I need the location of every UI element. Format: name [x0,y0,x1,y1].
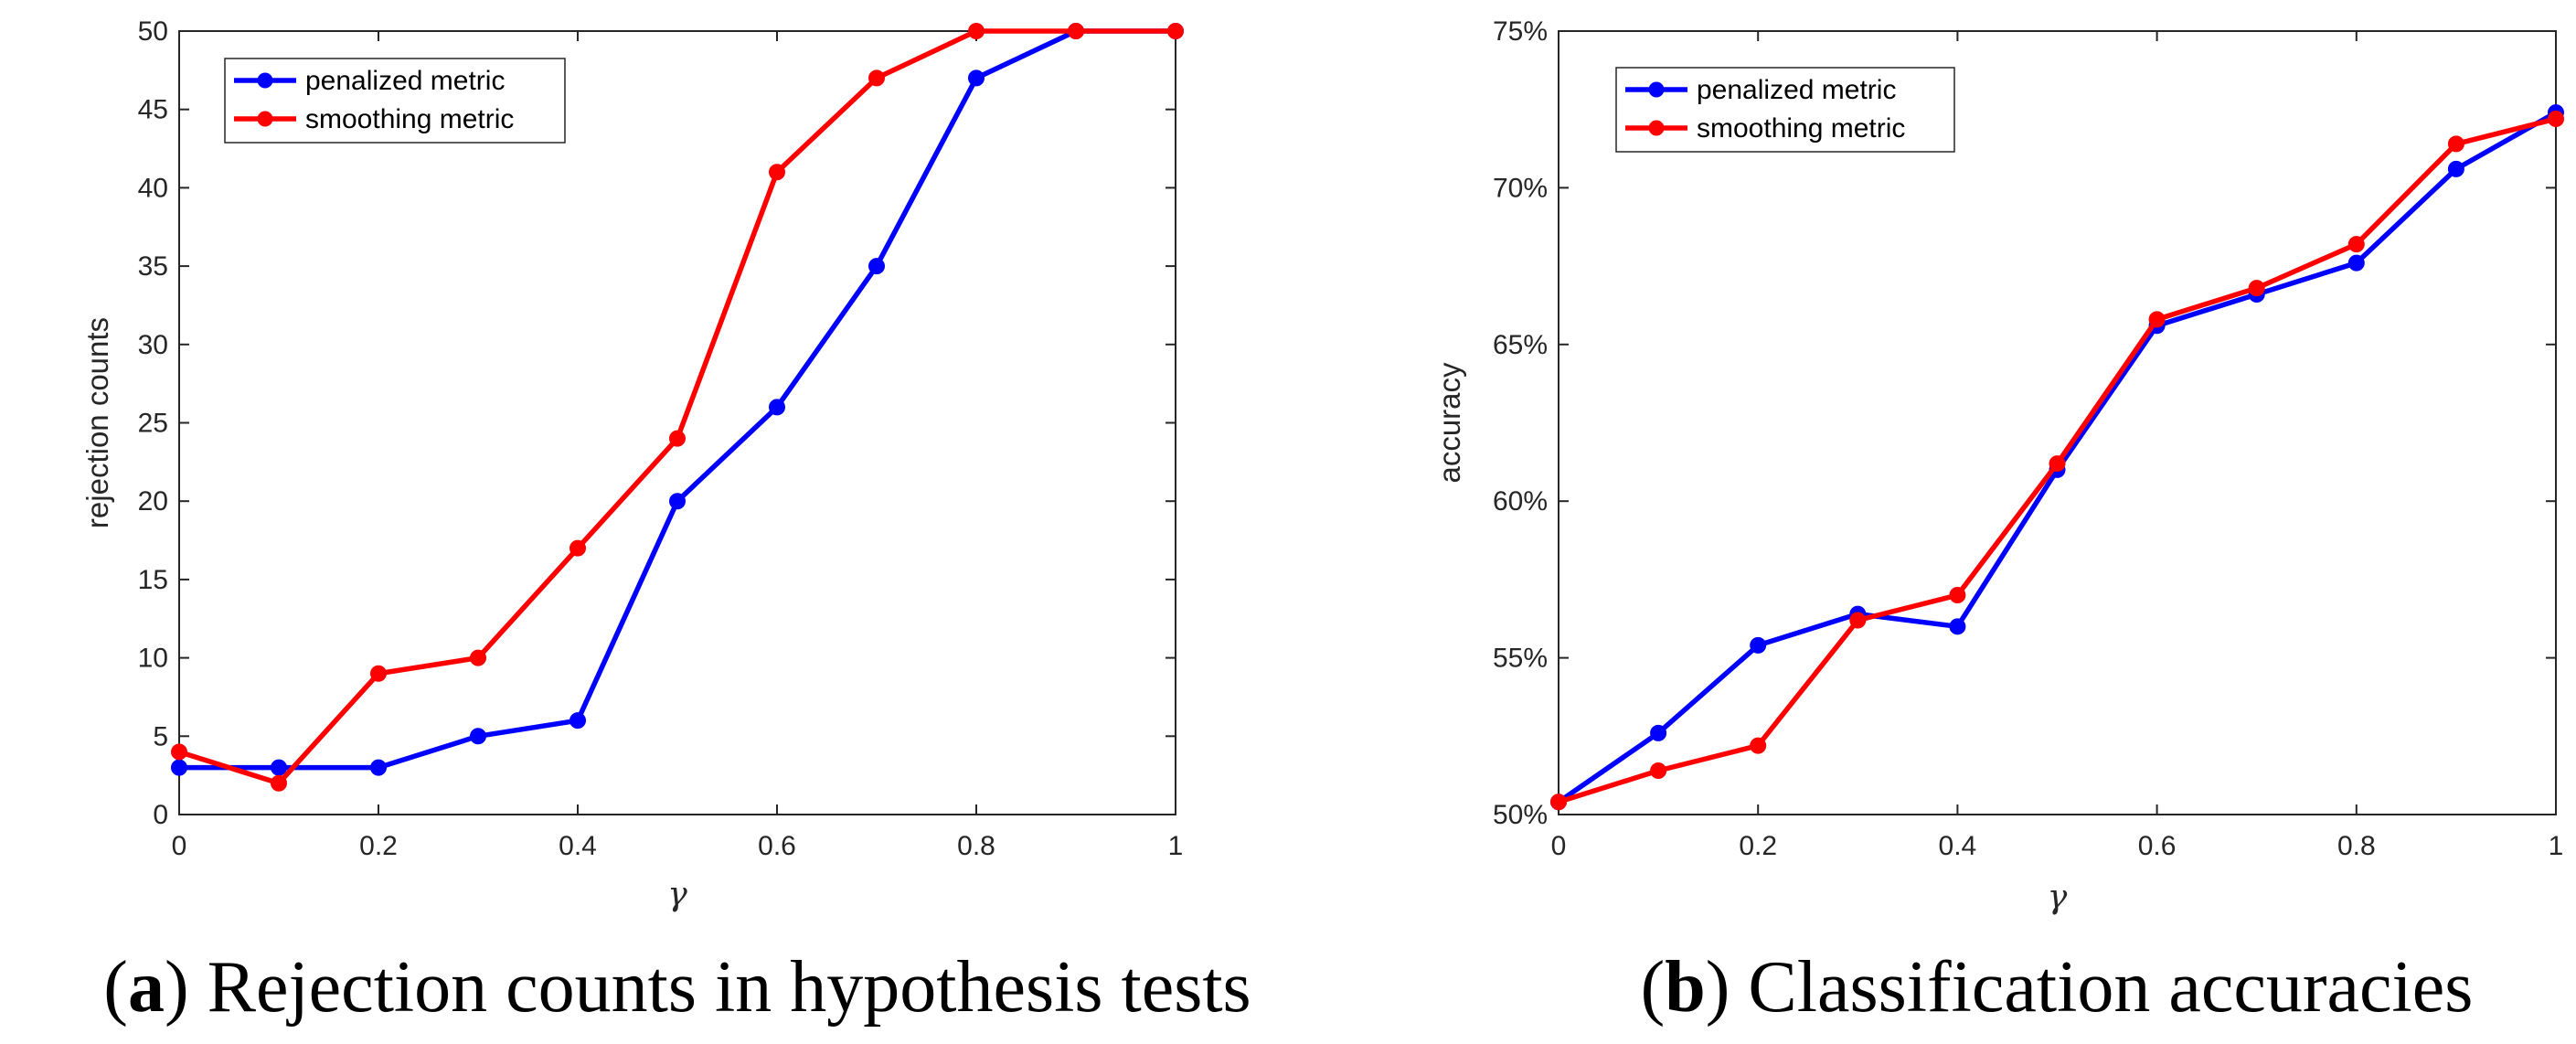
data-point [1650,762,1667,780]
y-tick-label: 70% [1493,173,1548,203]
x-axis-label: γ [667,876,687,913]
x-tick-label: 1 [1168,831,1184,861]
y-tick-label: 15 [138,565,168,595]
caption-paren-close: ) [165,947,208,1028]
x-tick-label: 0.8 [2337,831,2376,861]
y-tick-label: 50 [138,16,168,47]
data-point [1750,737,1767,754]
x-tick-label: 0 [1551,831,1567,861]
y-tick-label: 50% [1493,800,1548,830]
data-point [1068,23,1084,39]
data-point [2447,160,2464,177]
y-tick-label: 0 [153,800,168,830]
caption-title: Rejection counts in hypothesis tests [208,947,1251,1028]
panel-caption: (b) Classification accuracies [1641,947,2474,1028]
data-point [1650,724,1667,741]
data-point [2148,311,2166,328]
data-point [470,728,486,745]
data-point [968,23,985,39]
x-tick-label: 0.2 [1739,831,1777,861]
data-point [569,539,586,557]
series-line-1 [176,28,1178,786]
data-point [2049,455,2066,473]
y-tick-label: 75% [1493,16,1548,47]
axes-box [178,30,1176,815]
x-axis-label: γ [2048,879,2068,916]
data-point [2447,135,2464,153]
legend-swatch-marker [257,72,273,89]
y-tick-label: 30 [138,330,168,360]
legend-label: penalized metric [305,66,505,96]
y-tick-label: 20 [138,486,168,517]
data-point [171,743,187,761]
data-point [2347,254,2365,272]
legend: penalized metric smoothing metric [1615,67,1955,153]
caption-panel-tag: b [1665,947,1706,1028]
panel-caption: (a) Rejection counts in hypothesis tests [103,947,1251,1028]
panel-a-rejection-counts: 0 0.2 0.4 0.6 0.8 105101520253035404550γrejec… [80,16,1251,1028]
data-point [271,774,287,792]
legend-swatch-marker [257,111,273,127]
y-axis-label: accuracy [1432,362,1466,484]
data-point [968,69,985,87]
y-axis-label: rejection counts [80,317,114,528]
data-point [370,665,387,682]
data-point [1167,23,1184,39]
data-point [868,69,885,87]
caption-panel-tag: a [128,947,165,1028]
caption-paren-open: ( [1641,947,1666,1028]
y-tick-label: 65% [1493,330,1548,360]
data-point [2248,280,2265,297]
legend-label: smoothing metric [305,104,514,134]
legend-box [1615,67,1955,153]
data-point [669,430,686,447]
data-point [1550,794,1567,811]
y-tick-label: 25 [138,409,168,439]
x-tick-label: 0.4 [559,831,597,861]
data-point [1750,636,1767,654]
data-point [370,759,387,776]
data-point [769,399,785,416]
data-point [1949,618,1966,635]
y-tick-label: 10 [138,644,168,674]
data-point [2548,110,2564,127]
data-point [271,759,287,776]
caption-paren-close: ) [1706,947,1749,1028]
legend-swatch-marker [1648,120,1665,136]
y-tick-label: 60% [1493,486,1548,517]
y-tick-label: 45 [138,95,168,125]
x-tick-label: 0.6 [2138,831,2177,861]
data-point [868,258,885,275]
data-point [769,164,785,181]
y-tick-label: 5 [153,721,168,751]
x-tick-label: 0.2 [359,831,398,861]
legend-label: penalized metric [1697,75,1896,105]
legend: penalized metric smoothing metric [224,58,566,144]
caption-paren-open: ( [103,947,128,1028]
x-tick-label: 0 [172,831,187,861]
panel-b-classification-accuracies: 0 0.2 0.4 0.6 0.8 1 50% 55% 60% 65% 70% 75% γ accurac… [1432,16,2564,1028]
y-tick-label: 55% [1493,644,1548,674]
legend-swatch-marker [1648,81,1665,98]
x-tick-label: 0.6 [758,831,796,861]
data-point [1849,612,1867,629]
data-point [2347,236,2365,253]
legend-box [224,58,566,144]
data-point [470,649,486,666]
x-tick-label: 1 [2549,831,2564,861]
data-point [569,712,586,730]
y-tick-label: 40 [138,173,168,203]
axes-box [1558,30,2557,815]
data-point [171,759,187,776]
legend-label: smoothing metric [1697,113,1905,144]
y-tick-label: 35 [138,251,168,282]
data-point [669,493,686,510]
x-tick-label: 0.8 [957,831,995,861]
x-tick-label: 0.4 [1939,831,1977,861]
data-point [1949,587,1966,604]
caption-title: Classification accuracies [1748,947,2473,1028]
